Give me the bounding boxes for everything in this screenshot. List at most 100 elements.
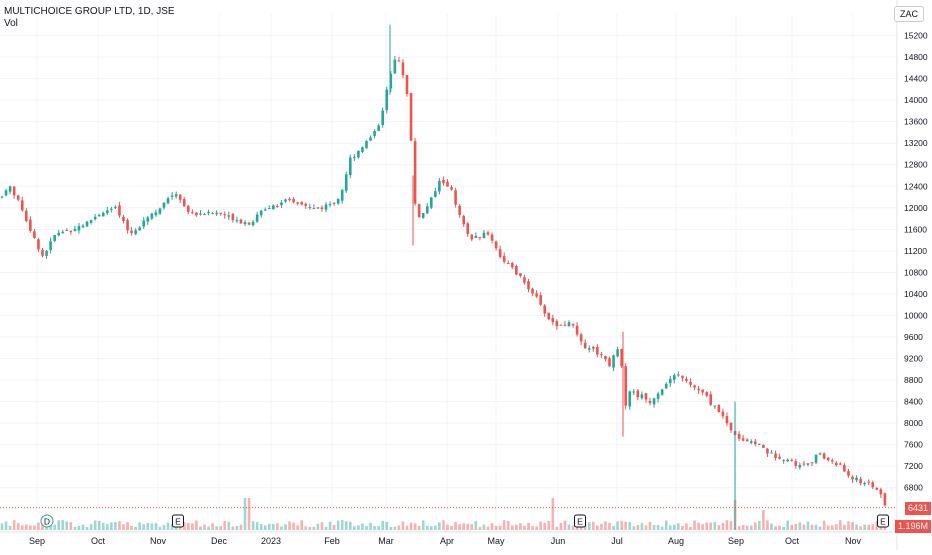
candle-body <box>405 75 409 94</box>
volume-bar <box>101 522 105 530</box>
volume-bar <box>65 521 69 530</box>
candle-body <box>25 210 28 222</box>
volume-bar <box>134 526 137 530</box>
volume-bar <box>203 524 206 530</box>
volume-bar <box>705 522 708 530</box>
volume-bar <box>709 522 713 530</box>
volume-bar <box>126 521 129 530</box>
candle-body <box>308 207 312 209</box>
volume-bar <box>790 524 794 530</box>
event-marker-label: E <box>577 517 583 527</box>
candle-body <box>567 322 571 327</box>
volume-bar <box>413 523 417 530</box>
x-tick-label: Jun <box>551 536 566 546</box>
volume-bar <box>644 525 648 530</box>
candle-body <box>227 215 231 217</box>
y-tick-label: 12800 <box>904 160 928 170</box>
candle-body <box>45 250 48 256</box>
candle-body <box>178 194 182 200</box>
volume-bar <box>454 521 457 530</box>
x-tick-label: Sep <box>728 536 744 546</box>
candle-body <box>77 226 81 231</box>
candle-body <box>539 295 542 305</box>
volume-bar <box>620 520 623 530</box>
volume-bar <box>725 520 729 530</box>
volume-bar <box>596 525 599 530</box>
volume-bar <box>29 525 32 530</box>
volume-bar <box>365 525 368 530</box>
volume-bar <box>130 525 133 530</box>
volume-bar <box>438 522 441 530</box>
candle-body <box>89 220 93 223</box>
candle-body <box>515 266 518 275</box>
candle-body <box>652 398 656 405</box>
candle-body <box>656 393 660 399</box>
candle-body <box>187 205 190 212</box>
candle-body <box>498 249 502 257</box>
candle-body <box>332 202 336 204</box>
candle-body <box>20 200 24 211</box>
volume-bar <box>737 526 741 530</box>
volume-bar <box>450 525 453 530</box>
candle-body <box>604 355 607 360</box>
volume-bar <box>284 524 287 530</box>
volume-bar <box>721 522 725 530</box>
candle-body <box>130 230 133 234</box>
candle-body <box>754 441 757 445</box>
candle-body <box>729 422 733 431</box>
volume-bar <box>624 521 627 530</box>
candle-body <box>596 347 599 355</box>
candle-body <box>806 463 810 465</box>
candle-body <box>648 400 652 404</box>
volume-bar <box>749 525 753 530</box>
candle-body <box>494 241 498 249</box>
volume-bar <box>442 520 445 530</box>
x-tick-label: Aug <box>668 536 684 546</box>
volume-bar <box>45 526 48 530</box>
y-tick-label: 7200 <box>904 461 923 471</box>
volume-bar <box>373 525 376 530</box>
volume-bar <box>871 524 875 530</box>
volume-bar <box>802 524 806 530</box>
candle-body <box>486 232 490 235</box>
candle-body <box>49 241 52 251</box>
volume-bar <box>498 525 502 530</box>
candle-body <box>620 349 623 367</box>
volume-legend: Vol <box>4 18 18 29</box>
currency-button[interactable]: ZAC <box>894 6 924 22</box>
candle-body <box>559 324 563 326</box>
event-marker-label: E <box>175 517 181 527</box>
volume-bar <box>288 521 291 530</box>
candle-body <box>749 441 753 443</box>
volume-bar <box>344 521 348 530</box>
volume-bar <box>640 523 644 530</box>
y-tick-label: 8400 <box>904 397 923 407</box>
candle-body <box>798 464 802 468</box>
volume-bar <box>106 524 109 530</box>
volume-bar <box>195 520 198 530</box>
candle-body <box>158 208 162 214</box>
candle-body <box>863 482 866 485</box>
candle-body <box>709 394 713 405</box>
y-tick-label: 10400 <box>904 289 928 299</box>
candle-body <box>138 227 141 231</box>
volume-bar <box>417 525 421 530</box>
candle-body <box>531 288 534 294</box>
last-price-tag: 6431 <box>904 501 931 515</box>
volume-bar <box>389 526 393 530</box>
volume-bar <box>166 522 170 530</box>
candle-body <box>547 312 551 320</box>
volume-bar <box>539 521 542 530</box>
candle-body <box>122 216 125 222</box>
candle-body <box>41 249 44 256</box>
volume-bar <box>110 522 113 530</box>
volume-bar <box>863 524 866 530</box>
candle-body <box>600 354 603 356</box>
candle-body <box>847 470 850 476</box>
x-tick-label: Nov <box>150 536 167 546</box>
candle-body <box>758 443 761 445</box>
candle-body <box>146 217 150 222</box>
volume-bar <box>211 523 214 530</box>
